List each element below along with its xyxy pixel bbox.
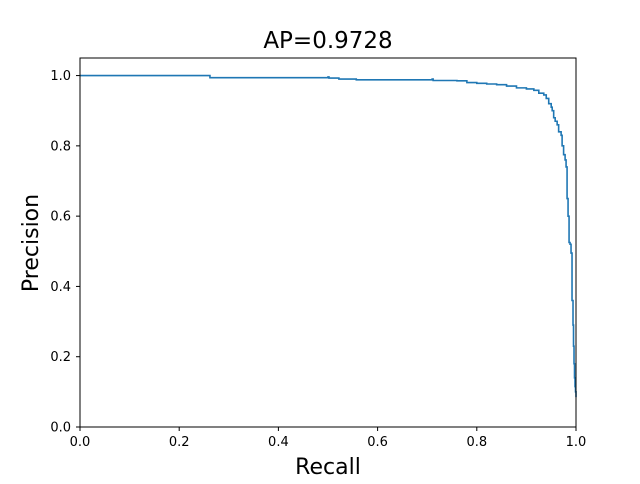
y-axis-ticks: 0.0 0.2 0.4 0.6 0.8 1.0 xyxy=(50,69,80,436)
y-axis-title: Precision xyxy=(19,194,44,292)
y-tick-label: 0.4 xyxy=(50,280,71,295)
plot-area: 0.0 0.2 0.4 0.6 0.8 1.0 0.0 0.2 0.4 0.6 0.8 1.0 xyxy=(50,57,587,450)
plot-frame xyxy=(79,57,577,428)
x-axis-ticks: 0.0 0.2 0.4 0.6 0.8 1.0 xyxy=(70,427,587,450)
x-axis-title: Recall xyxy=(295,455,361,480)
x-tick-label: 0.8 xyxy=(466,435,487,450)
x-tick-label: 0.4 xyxy=(268,435,289,450)
y-tick-label: 0.8 xyxy=(50,139,71,154)
y-tick-label: 1.0 xyxy=(50,69,71,84)
series-line xyxy=(80,74,577,398)
x-tick-label: 0.6 xyxy=(367,435,388,450)
x-tick-label: 0.0 xyxy=(70,435,91,450)
plot-spines xyxy=(79,57,577,428)
x-tick-label: 0.2 xyxy=(169,435,190,450)
y-tick-label: 0.2 xyxy=(50,350,71,365)
y-tick-label: 0.6 xyxy=(50,210,71,225)
chart-title: AP=0.9728 xyxy=(263,28,392,54)
y-tick-label: 0.0 xyxy=(50,421,71,436)
x-tick-label: 1.0 xyxy=(566,435,587,450)
